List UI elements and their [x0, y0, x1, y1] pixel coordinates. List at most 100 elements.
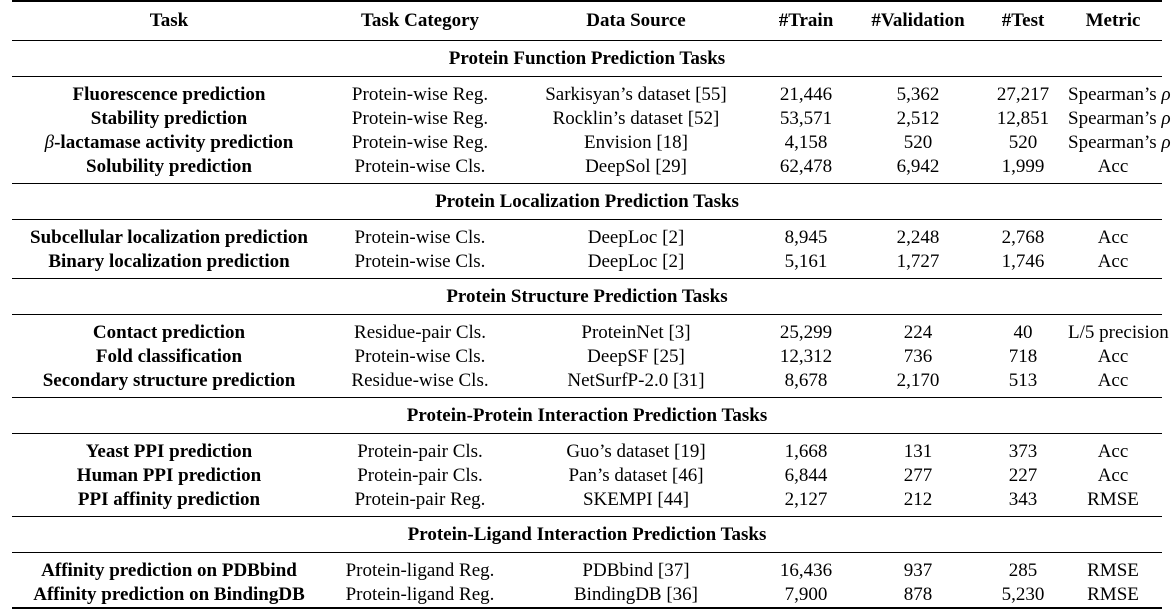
category-cell: Protein-wise Reg.: [351, 132, 489, 153]
column-header: Data Source: [586, 10, 686, 31]
data-source-cell: SKEMPI [44]: [582, 489, 690, 510]
train-count-cell: 16,436: [779, 560, 833, 581]
validation-count-cell: 937: [903, 560, 933, 581]
table-row: PPI affinity prediction Protein-pair Reg.…: [12, 488, 1162, 517]
task-cell: Subcellular localization prediction: [30, 227, 308, 248]
task-cell: Stability prediction: [90, 108, 248, 129]
validation-count-cell: 2,512: [896, 108, 940, 129]
header-row: Task Task Category Data Source #Train #V…: [12, 1, 1162, 41]
test-count-cell: 513: [1008, 370, 1038, 391]
data-source-cell: DeepLoc [2]: [587, 251, 685, 272]
task-cell: Human PPI prediction: [76, 465, 262, 486]
table-row: Stability prediction Protein-wise Reg. Roc…: [12, 107, 1171, 131]
metric-cell: RMSE: [1087, 489, 1139, 510]
data-source-cell: Guo’s dataset [19]: [566, 441, 706, 462]
metric-cell: Acc: [1097, 370, 1129, 391]
table-row: Human PPI prediction Protein-pair Cls. Pan…: [12, 464, 1162, 488]
category-cell: Protein-ligand Reg.: [345, 560, 495, 581]
train-count-cell: 25,299: [779, 322, 833, 343]
table-row: β-lactamase activity prediction Protein-w…: [12, 131, 1171, 155]
section-title: Protein Function Prediction Tasks: [448, 47, 726, 69]
task-cell: Contact prediction: [92, 322, 246, 343]
test-count-cell: 1,999: [1001, 156, 1045, 177]
data-source-cell: DeepSF [25]: [587, 346, 685, 367]
task-cell: β-lactamase activity prediction: [44, 132, 294, 153]
table-row: Solubility prediction Protein-wise Cls. De…: [12, 155, 1162, 184]
section-title: Protein-Protein Interaction Prediction T…: [406, 404, 768, 426]
table-body: Protein Function Prediction Tasks Fluores…: [12, 41, 1171, 608]
category-cell: Protein-wise Reg.: [351, 108, 489, 129]
task-cell: Affinity prediction on BindingDB: [33, 584, 305, 605]
category-cell: Protein-wise Cls.: [354, 251, 486, 272]
category-cell: Protein-pair Cls.: [357, 441, 483, 462]
train-count-cell: 12,312: [779, 346, 833, 367]
test-count-cell: 718: [1008, 346, 1038, 367]
table-row: Fold classification Protein-wise Cls. Deep…: [12, 345, 1162, 369]
metric-cell: Acc: [1097, 227, 1129, 248]
metric-cell: RMSE: [1087, 560, 1139, 581]
validation-count-cell: 6,942: [896, 156, 940, 177]
test-count-cell: 285: [1008, 560, 1038, 581]
category-cell: Protein-wise Cls.: [354, 346, 486, 367]
test-count-cell: 227: [1008, 465, 1038, 486]
task-cell: Yeast PPI prediction: [85, 441, 253, 462]
category-cell: Residue-wise Cls.: [351, 370, 489, 391]
section-header-row: Protein Localization Prediction Tasks: [12, 184, 1162, 220]
table-row: Binary localization prediction Protein-wi…: [12, 250, 1162, 279]
data-source-cell: DeepSol [29]: [585, 156, 687, 177]
train-count-cell: 4,158: [784, 132, 828, 153]
category-cell: Protein-pair Reg.: [354, 489, 486, 510]
data-source-cell: Pan’s dataset [46]: [568, 465, 704, 486]
test-count-cell: 343: [1008, 489, 1038, 510]
validation-count-cell: 5,362: [896, 84, 940, 105]
validation-count-cell: 736: [903, 346, 933, 367]
column-header: #Train: [778, 10, 834, 31]
task-cell: Fluorescence prediction: [72, 84, 266, 105]
task-cell: Secondary structure prediction: [42, 370, 296, 391]
test-count-cell: 520: [1008, 132, 1038, 153]
test-count-cell: 1,746: [1001, 251, 1045, 272]
data-source-cell: PDBbind [37]: [582, 560, 690, 581]
table-row: Fluorescence prediction Protein-wise Reg.…: [12, 77, 1171, 108]
validation-count-cell: 277: [903, 465, 933, 486]
column-header: Task: [149, 10, 189, 31]
metric-cell: Acc: [1097, 251, 1129, 272]
section-header-row: Protein Structure Prediction Tasks: [12, 279, 1162, 315]
train-count-cell: 8,678: [784, 370, 828, 391]
validation-count-cell: 878: [903, 584, 933, 605]
table-row: Subcellular localization prediction Prote…: [12, 220, 1162, 251]
metric-cell: RMSE: [1087, 584, 1139, 605]
validation-count-cell: 1,727: [896, 251, 940, 272]
table-row: Yeast PPI prediction Protein-pair Cls. Guo…: [12, 434, 1162, 465]
train-count-cell: 1,668: [784, 441, 828, 462]
metric-cell: Spearman’s ρ: [1068, 84, 1171, 105]
metric-cell: Acc: [1097, 156, 1129, 177]
category-cell: Protein-wise Reg.: [351, 84, 489, 105]
train-count-cell: 21,446: [779, 84, 833, 105]
section-title: Protein Localization Prediction Tasks: [435, 190, 739, 212]
column-header: #Test: [1001, 10, 1045, 31]
train-count-cell: 62,478: [779, 156, 833, 177]
data-source-cell: ProteinNet [3]: [581, 322, 691, 343]
train-count-cell: 6,844: [784, 465, 828, 486]
test-count-cell: 40: [1013, 322, 1033, 343]
test-count-cell: 373: [1008, 441, 1038, 462]
column-header: #Validation: [871, 10, 965, 31]
category-cell: Protein-ligand Reg.: [345, 584, 495, 605]
column-header: Metric: [1085, 10, 1141, 31]
category-cell: Protein-pair Cls.: [357, 465, 483, 486]
column-header: Task Category: [360, 10, 480, 31]
metric-cell: Spearman’s ρ: [1068, 108, 1171, 129]
task-cell: Fold classification: [95, 346, 243, 367]
test-count-cell: 12,851: [996, 108, 1050, 129]
test-count-cell: 27,217: [996, 84, 1050, 105]
section-header-row: Protein-Protein Interaction Prediction T…: [12, 398, 1162, 434]
category-cell: Protein-wise Cls.: [354, 227, 486, 248]
category-cell: Protein-wise Cls.: [354, 156, 486, 177]
data-source-cell: Sarkisyan’s dataset [55]: [545, 84, 727, 105]
task-cell: Binary localization prediction: [48, 251, 290, 272]
test-count-cell: 5,230: [1001, 584, 1045, 605]
validation-count-cell: 2,248: [896, 227, 940, 248]
task-cell: PPI affinity prediction: [77, 489, 261, 510]
train-count-cell: 7,900: [784, 584, 828, 605]
